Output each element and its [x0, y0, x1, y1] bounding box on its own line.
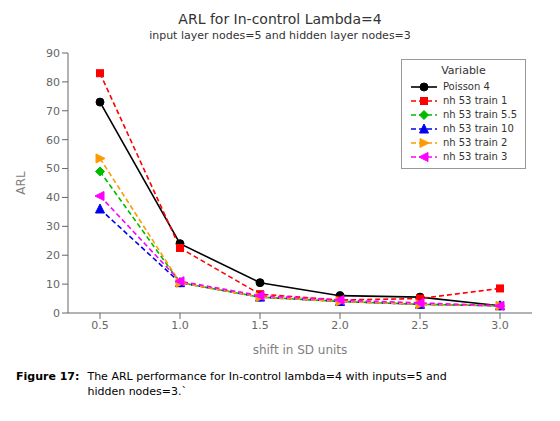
html-text:Figure 17:: Figure 17: — [16, 370, 80, 383]
svg-text:80: 80 — [46, 76, 60, 89]
svg-text:60: 60 — [46, 134, 60, 147]
html-text:The ARL performance for In-con: The ARL performance for In-control lambd… — [87, 370, 447, 398]
svg-text:50: 50 — [46, 162, 60, 175]
svg-text:40: 40 — [46, 191, 60, 204]
svg-text:20: 20 — [46, 249, 60, 262]
html-text:Poisson 4: Poisson 4 — [442, 81, 490, 92]
html-text:nh 53 train 5.5: nh 53 train 5.5 — [442, 109, 517, 120]
svg-text:1.0: 1.0 — [171, 319, 189, 332]
svg-text:1.5: 1.5 — [251, 319, 269, 332]
svg-text:3.0: 3.0 — [491, 319, 509, 332]
html-text:nh 53 train 3: nh 53 train 3 — [442, 151, 508, 162]
svg-text:70: 70 — [46, 105, 60, 118]
svg-text:2.0: 2.0 — [331, 319, 349, 332]
html-text:input layer nodes=5 and hidden: input layer nodes=5 and hidden layer nod… — [149, 29, 411, 42]
html-text:Variable: Variable — [441, 64, 486, 77]
svg-text:ARL: ARL — [14, 171, 28, 195]
html-text:ARL for In-control Lambda=4: ARL for In-control Lambda=4 — [178, 11, 382, 27]
svg-text:10: 10 — [46, 278, 60, 291]
html-text:nh 53 train 10: nh 53 train 10 — [442, 123, 514, 134]
html-text:nh 53 train 1: nh 53 train 1 — [442, 95, 508, 106]
svg-text:0: 0 — [53, 307, 60, 320]
svg-text:shift in SD units: shift in SD units — [253, 343, 348, 357]
html-text:nh 53 train 2: nh 53 train 2 — [442, 137, 508, 148]
svg-text:2.5: 2.5 — [411, 319, 429, 332]
svg-text:90: 90 — [46, 47, 60, 60]
svg-text:30: 30 — [46, 220, 60, 233]
svg-text:0.5: 0.5 — [91, 319, 109, 332]
